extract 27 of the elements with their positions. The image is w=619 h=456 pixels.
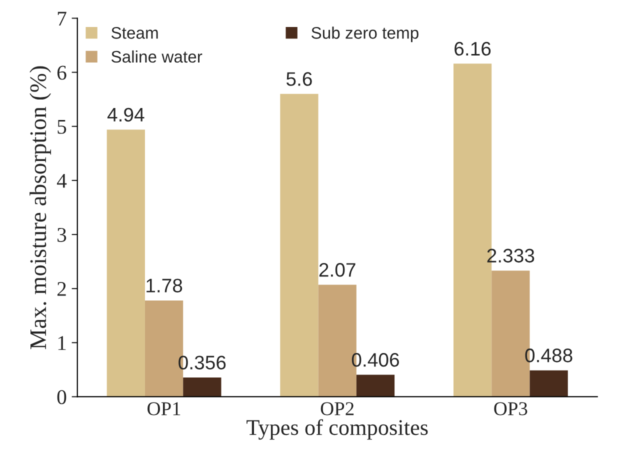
y-tick-label: 0: [57, 390, 66, 404]
bar: [106, 130, 145, 397]
data-label: 2.333: [487, 248, 534, 263]
y-tick-label: 4: [56, 174, 67, 188]
x-tick-label: OP2: [320, 402, 354, 416]
data-label: 4.94: [107, 108, 144, 122]
data-label: 6.16: [454, 42, 491, 56]
y-tick-label: 2: [57, 282, 66, 296]
bar: [183, 377, 222, 397]
bar: [356, 374, 395, 397]
x-tick-label: OP1: [148, 402, 180, 416]
data-label: 2.07: [319, 263, 356, 277]
y-tick-label: 3: [58, 228, 66, 242]
y-tick-label: 5: [58, 120, 66, 134]
x-tick-label: OP3: [494, 402, 528, 416]
bar: [530, 370, 568, 397]
x-axis-title: Types of composites: [246, 419, 428, 440]
bar: [280, 94, 318, 397]
y-tick-label: 7: [58, 12, 66, 26]
y-tick-label: 6: [57, 66, 66, 80]
legend-label: Sub zero temp: [312, 26, 418, 42]
y-tick-label: 1: [58, 336, 66, 350]
data-label: 1.78: [146, 278, 182, 292]
legend-label: Steam: [111, 27, 158, 39]
data-label: 5.6: [286, 72, 312, 86]
y-axis-title: Max. moisture absorption (%): [30, 66, 51, 350]
legend-label: Saline water: [111, 50, 202, 63]
